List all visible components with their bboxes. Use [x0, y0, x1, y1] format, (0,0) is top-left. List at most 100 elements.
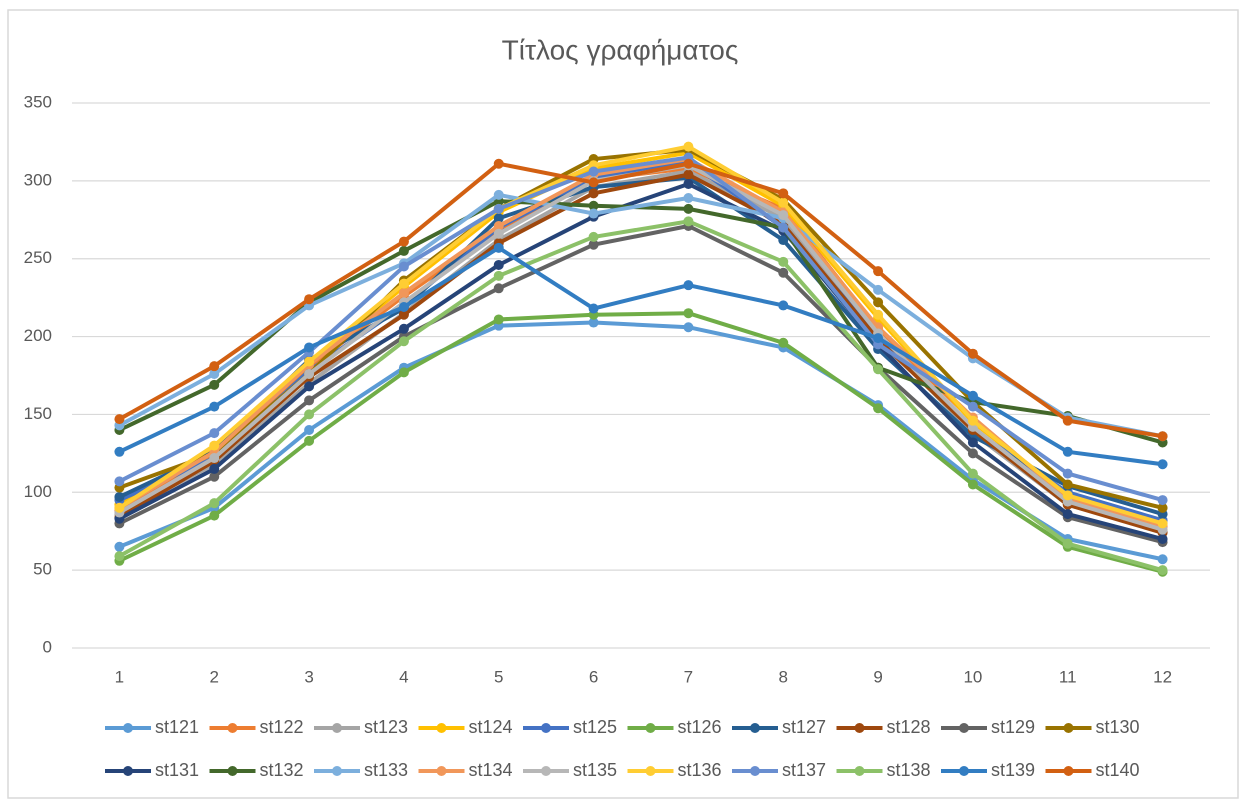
series-line [118, 155, 1164, 502]
point [778, 337, 789, 348]
legend-label: st122 [260, 717, 304, 737]
y-tick-label: 300 [24, 170, 52, 189]
point [304, 395, 315, 406]
point [209, 428, 220, 439]
legend-marker [436, 723, 447, 733]
point [778, 267, 789, 278]
point [873, 266, 884, 277]
point [114, 476, 125, 487]
x-tick-label: 8 [779, 667, 788, 686]
legend-marker [959, 723, 969, 733]
point [588, 239, 599, 250]
point [209, 368, 220, 379]
point [304, 368, 315, 379]
y-tick-label: 250 [24, 248, 52, 267]
legend-label: st132 [260, 760, 304, 780]
point [493, 213, 504, 224]
point [683, 192, 694, 203]
point [493, 203, 504, 214]
legend-marker [645, 723, 656, 733]
point [209, 498, 220, 509]
point [967, 448, 978, 459]
x-tick-label: 11 [1059, 667, 1077, 686]
x-tick-label: 2 [210, 667, 219, 686]
x-tick-label: 3 [304, 667, 313, 686]
point [209, 379, 220, 390]
legend-marker [854, 766, 865, 776]
point [114, 446, 125, 457]
series-line [118, 172, 1164, 535]
series-line [118, 219, 1164, 573]
point [778, 197, 789, 208]
point [683, 178, 694, 189]
point [209, 361, 220, 372]
legend-label: st129 [991, 717, 1035, 737]
legend-marker [1063, 766, 1074, 776]
point [209, 471, 220, 482]
series-line [118, 192, 1163, 439]
point [683, 141, 694, 152]
point [209, 453, 220, 464]
point [1157, 565, 1168, 576]
point [778, 300, 789, 311]
point [1062, 479, 1073, 490]
point [588, 200, 599, 211]
point [683, 280, 694, 291]
point [398, 301, 409, 312]
point [683, 203, 694, 214]
point [398, 261, 409, 272]
point [967, 468, 978, 479]
point [683, 216, 694, 227]
legend-label: st136 [678, 760, 722, 780]
series-line [118, 311, 1164, 574]
point [304, 294, 315, 305]
point [493, 189, 504, 200]
point [493, 221, 504, 232]
point [873, 333, 884, 344]
point [1157, 431, 1168, 442]
point [1062, 415, 1073, 426]
point [683, 158, 694, 169]
y-tick-label: 200 [24, 326, 52, 345]
point [1157, 534, 1168, 544]
point [493, 158, 504, 169]
legend-label: st139 [991, 760, 1035, 780]
point [683, 169, 694, 180]
point [1062, 446, 1073, 457]
legend-label: st133 [364, 760, 408, 780]
point [114, 491, 125, 502]
point [588, 317, 599, 328]
series-line [118, 161, 1163, 439]
point [588, 177, 599, 188]
y-tick-label: 350 [24, 92, 52, 111]
point [304, 409, 315, 420]
legend-label: st131 [155, 760, 199, 780]
legend-label: st127 [782, 717, 826, 737]
x-tick-label: 12 [1153, 667, 1172, 686]
x-tick-label: 5 [494, 667, 503, 686]
point [209, 510, 220, 521]
point [209, 401, 220, 412]
series-line [118, 224, 1164, 545]
point [967, 390, 978, 401]
point [493, 228, 504, 239]
legend-marker [750, 766, 760, 776]
legend-label: st121 [155, 717, 199, 737]
series-line [118, 245, 1163, 467]
legend-marker [227, 723, 238, 733]
point [1157, 495, 1168, 506]
point [778, 210, 789, 221]
point [1062, 468, 1073, 479]
point [493, 259, 504, 270]
point [1062, 490, 1073, 501]
point [493, 283, 504, 294]
point [778, 235, 789, 246]
point [967, 479, 978, 490]
point [493, 270, 504, 281]
chart-border [7, 9, 1239, 799]
legend-label: st137 [782, 760, 826, 780]
legend-label: st140 [1096, 760, 1140, 780]
point [588, 208, 599, 219]
point [778, 222, 789, 233]
point [398, 287, 409, 298]
